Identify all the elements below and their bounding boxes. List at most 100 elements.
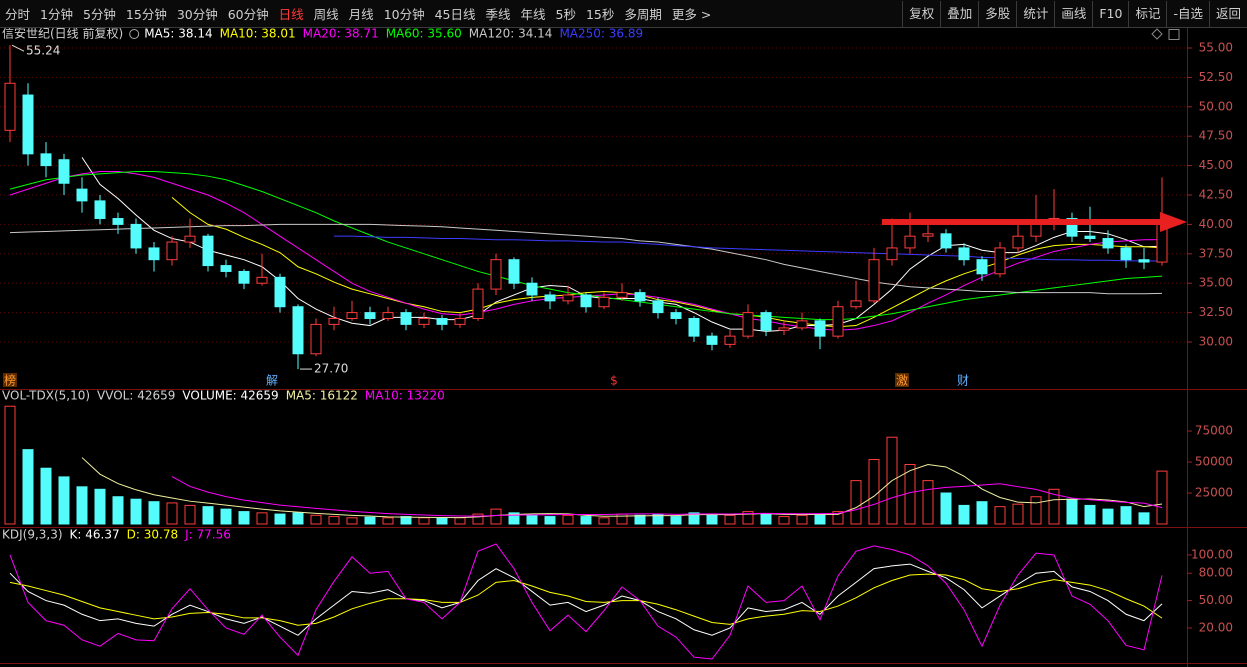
period-tab[interactable]: 30分钟 xyxy=(176,7,218,22)
volume-bar xyxy=(598,517,610,525)
event-badge xyxy=(3,373,17,387)
period-tab[interactable]: 15分钟 xyxy=(125,7,167,22)
volume-bar xyxy=(526,514,538,525)
candle-body xyxy=(292,306,304,355)
tool-button[interactable]: 画线 xyxy=(1054,0,1092,27)
y-tick-label: 80.00 xyxy=(1199,566,1233,580)
volume-bar xyxy=(22,449,34,525)
volume-bar xyxy=(1102,508,1114,525)
tool-button[interactable]: 返回 xyxy=(1208,0,1247,27)
volume-bar xyxy=(490,508,502,525)
event-marker[interactable]: 解 xyxy=(266,374,278,388)
candle-body xyxy=(868,259,880,302)
candle-body xyxy=(1120,247,1132,261)
diamond-icon[interactable] xyxy=(1151,28,1163,40)
settings-icon[interactable] xyxy=(129,29,140,39)
period-tab[interactable]: 60分钟 xyxy=(227,7,269,22)
volume-bar xyxy=(580,516,592,525)
indicator-line xyxy=(171,476,1163,517)
candle-body xyxy=(598,296,610,308)
volume-bar xyxy=(4,405,16,525)
period-tab[interactable]: 分时 xyxy=(5,7,31,22)
event-marker[interactable]: 榜 xyxy=(4,373,16,388)
volume-bar xyxy=(130,498,142,525)
y-tick-label: 25000 xyxy=(1195,486,1233,500)
volume-bar xyxy=(436,517,448,525)
volume-bar xyxy=(904,464,916,525)
tool-button[interactable]: 标记 xyxy=(1128,0,1166,27)
tool-button[interactable]: F10 xyxy=(1092,0,1128,27)
candle-body xyxy=(616,292,628,298)
candle-body xyxy=(688,317,700,337)
period-tab[interactable]: 5分钟 xyxy=(82,7,116,22)
event-badge xyxy=(895,373,909,387)
candle-body xyxy=(58,159,70,184)
candle-body xyxy=(760,312,772,331)
annotation-label: 27.70 xyxy=(314,362,348,376)
period-tab[interactable]: 10分钟 xyxy=(383,7,425,22)
tool-button[interactable]: 叠加 xyxy=(940,0,978,27)
period-tab[interactable]: 多周期 xyxy=(624,7,662,22)
volume-bar xyxy=(1138,512,1150,525)
square-icon[interactable] xyxy=(1168,29,1180,40)
tool-button[interactable]: 统计 xyxy=(1016,0,1054,27)
indicator-line xyxy=(334,235,1163,262)
period-tab[interactable]: 日线 xyxy=(278,7,304,22)
period-tab[interactable]: 季线 xyxy=(485,7,511,22)
event-marker[interactable]: 激 xyxy=(896,374,908,388)
tool-button[interactable]: -自选 xyxy=(1166,0,1209,27)
annotation-label: 55.24 xyxy=(26,44,60,58)
candle-body xyxy=(1066,218,1078,237)
volume-bar xyxy=(364,516,376,525)
event-marker[interactable]: 财 xyxy=(957,374,969,388)
period-tab[interactable]: 1分钟 xyxy=(40,7,73,22)
period-tab[interactable]: 周线 xyxy=(313,7,339,22)
candle-body xyxy=(184,235,196,243)
volume-bar xyxy=(976,501,988,525)
candle-body xyxy=(1012,235,1024,249)
period-tab[interactable]: 月线 xyxy=(348,7,374,22)
y-tick-label: 20.00 xyxy=(1199,620,1233,634)
volume-bar xyxy=(382,517,394,525)
legend-entry: MA120: 34.14 xyxy=(469,27,553,41)
volume-bar xyxy=(634,514,646,525)
volume-bar xyxy=(202,506,214,525)
candle-body xyxy=(832,306,844,337)
candle-body xyxy=(778,327,790,331)
volume-bar xyxy=(1030,496,1042,525)
period-tab[interactable]: 5秒 xyxy=(555,7,576,22)
tool-button[interactable]: 复权 xyxy=(902,0,940,27)
volume-bar xyxy=(760,513,772,525)
volume-bar xyxy=(796,514,808,525)
volume-bar xyxy=(1084,504,1096,525)
period-tab[interactable]: 15秒 xyxy=(585,7,615,22)
y-tick-label: 35.00 xyxy=(1199,276,1233,290)
candle-body xyxy=(256,276,268,284)
candle-body xyxy=(328,317,340,325)
volume-bar xyxy=(922,480,934,525)
volume-bar xyxy=(1012,503,1024,525)
volume-bar xyxy=(706,513,718,525)
indicator-line xyxy=(9,563,1163,636)
candle-body xyxy=(202,235,214,267)
period-tab[interactable]: 45日线 xyxy=(434,7,476,22)
volume-bar xyxy=(688,512,700,525)
candle-body xyxy=(22,94,34,155)
candle-body xyxy=(922,233,934,237)
volume-bar xyxy=(1066,498,1078,525)
period-tab[interactable]: 年线 xyxy=(520,7,546,22)
legend-entry: MA5: 38.14 xyxy=(144,27,212,41)
candle-body xyxy=(166,241,178,261)
tool-button[interactable]: 多股 xyxy=(978,0,1016,27)
volume-bar xyxy=(994,506,1006,525)
event-marker[interactable]: $ xyxy=(610,374,618,388)
y-tick-label: 52.50 xyxy=(1199,70,1233,84)
period-tab[interactable]: 更多 > xyxy=(671,7,712,22)
candle-body xyxy=(886,247,898,261)
candle-body xyxy=(958,247,970,261)
volume-bar xyxy=(274,513,286,525)
top-right-icons xyxy=(1151,28,1180,40)
panel-title: 信安世纪(日线 前复权) xyxy=(2,26,123,41)
